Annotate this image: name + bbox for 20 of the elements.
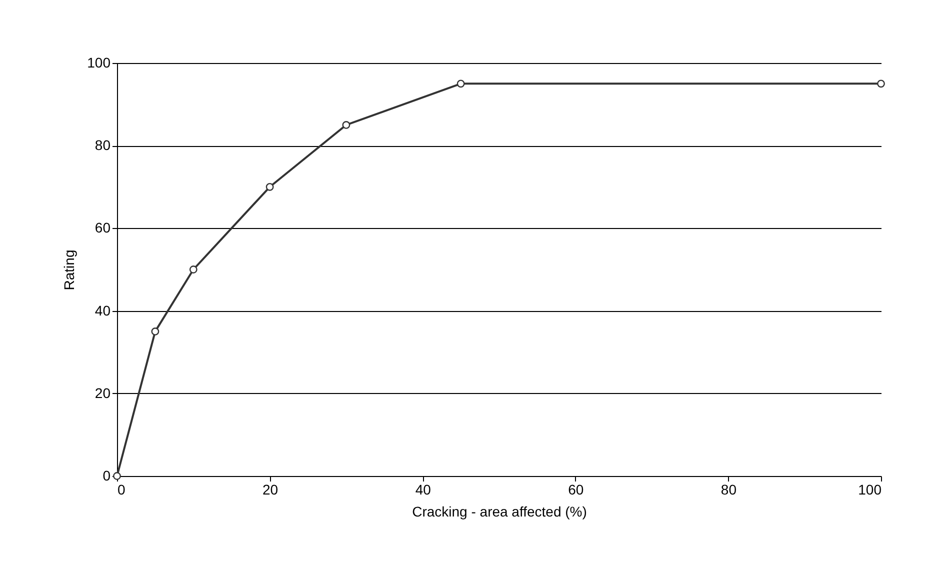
y-tick-label: 40 — [94, 302, 111, 318]
point — [266, 182, 274, 191]
point — [189, 266, 198, 274]
x-axis-title: Cracking - area affected (%) — [412, 504, 587, 520]
point — [456, 80, 465, 88]
y-tick-label: 0 — [102, 468, 111, 484]
y-tick-label: 100 — [87, 54, 111, 70]
x-tick-label: 20 — [262, 482, 278, 498]
point — [342, 121, 350, 129]
x-tick-label: 40 — [415, 482, 432, 498]
y-tick-label: 60 — [94, 220, 111, 236]
x-tick-label: 60 — [568, 482, 584, 498]
y-axis-title: Rating — [61, 250, 78, 290]
x-tick-label: 100 — [858, 482, 882, 498]
point — [877, 80, 885, 88]
y-tick-label: 20 — [94, 384, 111, 401]
point — [151, 328, 160, 336]
x-tick-label: 0 — [118, 482, 126, 498]
y-tick-label: 80 — [94, 137, 111, 154]
x-tick-label: 80 — [720, 482, 737, 498]
